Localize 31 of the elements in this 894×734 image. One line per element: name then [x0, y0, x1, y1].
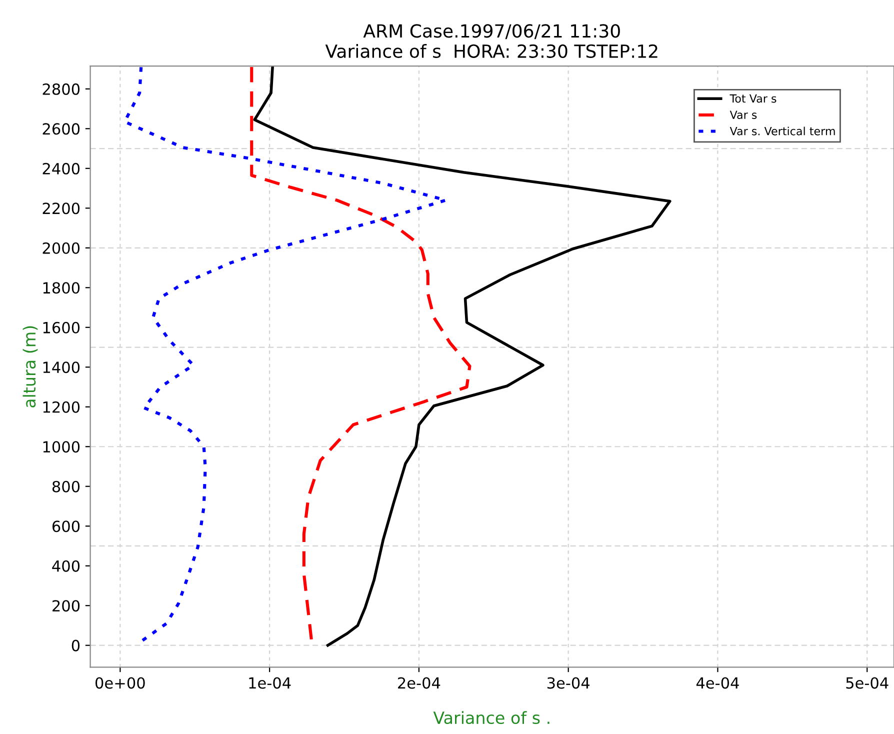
x-tick-label: 3e-04 — [547, 677, 590, 689]
y-tick-label: 1400 — [43, 362, 80, 374]
x-axis-title: Variance of s . — [433, 711, 550, 724]
x-tick-label: 1e-04 — [249, 677, 291, 689]
chart-title: ARM Case.1997/06/21 11:30 — [363, 24, 620, 40]
y-tick-label: 1000 — [43, 441, 80, 453]
y-tick-label: 2800 — [42, 83, 80, 95]
x-tick-label: 0e+00 — [95, 677, 145, 689]
y-tick-label: 600 — [52, 520, 80, 532]
x-tick-label: 2e-04 — [398, 677, 440, 689]
y-axis-title: altura (m) — [22, 326, 38, 408]
legend-label: Tot Var s — [730, 94, 776, 103]
y-tick-label: 400 — [52, 560, 80, 572]
y-tick-label: 800 — [52, 480, 80, 492]
y-tick-label: 0 — [72, 640, 80, 652]
legend-label: Var s — [730, 110, 757, 120]
chart-subtitle: Variance of s HORA: 23:30 TSTEP:12 — [325, 44, 658, 58]
line-series — [253, 66, 672, 647]
x-tick-label: 5e-04 — [846, 677, 888, 689]
legend-label: Var s. Vertical term — [730, 126, 835, 136]
y-tick-label: 1600 — [43, 322, 80, 334]
x-tick-label: 4e-04 — [696, 677, 739, 689]
y-tick-label: 2400 — [42, 162, 80, 174]
y-tick-label: 2000 — [42, 242, 80, 254]
y-tick-label: 1800 — [43, 282, 80, 294]
y-tick-label: 1200 — [43, 401, 80, 413]
y-tick-label: 2600 — [42, 123, 80, 135]
y-tick-label: 2200 — [42, 202, 80, 214]
y-tick-label: 200 — [52, 600, 80, 612]
line-series — [123, 66, 448, 642]
line-series — [250, 66, 472, 641]
